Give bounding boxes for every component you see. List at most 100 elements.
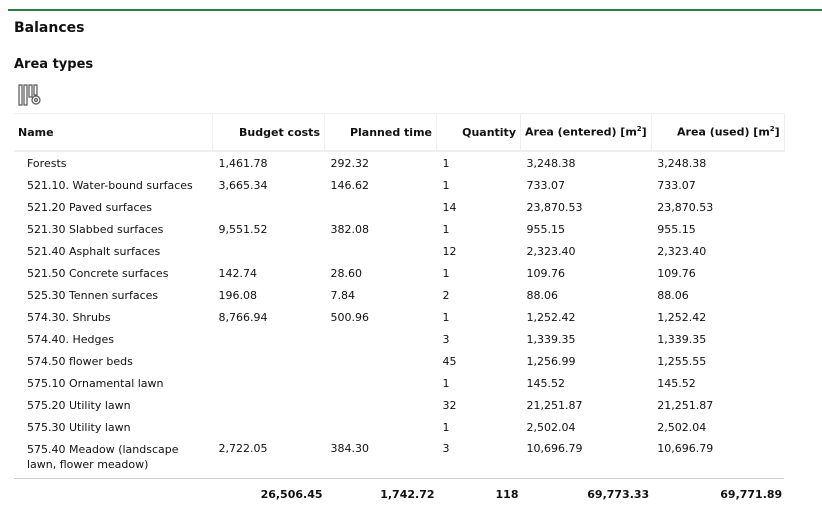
cell-budget: 2,722.05 [213, 438, 325, 479]
cell-used: 10,696.79 [651, 438, 784, 479]
top-accent-line [8, 9, 822, 11]
cell-budget: 8,766.94 [213, 306, 325, 328]
cell-used: 21,251.87 [651, 394, 784, 416]
cell-budget [213, 196, 325, 218]
cell-qty: 1 [437, 306, 521, 328]
totals-row: 26,506.45 1,742.72 118 69,773.33 69,771.… [14, 479, 784, 509]
cell-used: 1,252.42 [651, 306, 784, 328]
section-title: Area types [14, 57, 93, 72]
cell-used: 88.06 [651, 284, 784, 306]
page-title: Balances [14, 20, 84, 36]
cell-entered: 1,256.99 [521, 350, 652, 372]
cell-entered: 10,696.79 [521, 438, 652, 479]
cell-name: 575.40 Meadow (landscape lawn, flower me… [14, 438, 213, 479]
table-row[interactable]: 575.40 Meadow (landscape lawn, flower me… [14, 438, 784, 479]
total-planned: 1,742.72 [325, 479, 437, 509]
cell-qty: 1 [437, 416, 521, 438]
cell-entered: 2,502.04 [521, 416, 652, 438]
cell-used: 1,339.35 [651, 328, 784, 350]
cell-budget: 196.08 [213, 284, 325, 306]
cell-entered: 1,252.42 [521, 306, 652, 328]
cell-budget: 142.74 [213, 262, 325, 284]
cell-entered: 23,870.53 [521, 196, 652, 218]
cell-name: 521.10. Water-bound surfaces [14, 174, 213, 196]
cell-name: 521.30 Slabbed surfaces [14, 218, 213, 240]
cell-used: 109.76 [651, 262, 784, 284]
cell-qty: 32 [437, 394, 521, 416]
cell-budget [213, 240, 325, 262]
table-header: Name Budget costs Planned time Quantity … [14, 114, 784, 152]
cell-qty: 3 [437, 438, 521, 479]
cell-qty: 45 [437, 350, 521, 372]
cell-used: 1,255.55 [651, 350, 784, 372]
total-area-used: 69,771.89 [651, 479, 784, 509]
cell-planned [325, 372, 437, 394]
header-name[interactable]: Name [14, 114, 213, 152]
cell-used: 2,323.40 [651, 240, 784, 262]
cell-used: 145.52 [651, 372, 784, 394]
cell-qty: 12 [437, 240, 521, 262]
cell-planned [325, 240, 437, 262]
cell-qty: 1 [437, 151, 521, 174]
cell-qty: 1 [437, 372, 521, 394]
cell-budget [213, 416, 325, 438]
cell-entered: 1,339.35 [521, 328, 652, 350]
cell-entered: 3,248.38 [521, 151, 652, 174]
cell-planned: 146.62 [325, 174, 437, 196]
cell-used: 23,870.53 [651, 196, 784, 218]
cell-used: 2,502.04 [651, 416, 784, 438]
cell-entered: 2,323.40 [521, 240, 652, 262]
cell-planned: 384.30 [325, 438, 437, 479]
cell-used: 955.15 [651, 218, 784, 240]
cell-entered: 733.07 [521, 174, 652, 196]
cell-name: 574.30. Shrubs [14, 306, 213, 328]
cell-planned [325, 394, 437, 416]
cell-qty: 14 [437, 196, 521, 218]
cell-name: 521.50 Concrete surfaces [14, 262, 213, 284]
cell-planned: 500.96 [325, 306, 437, 328]
cell-name: 575.20 Utility lawn [14, 394, 213, 416]
cell-planned [325, 328, 437, 350]
cell-name: 574.40. Hedges [14, 328, 213, 350]
cell-qty: 3 [437, 328, 521, 350]
header-area-used[interactable]: Area (used) [m2] [651, 114, 784, 152]
header-area-entered[interactable]: Area (entered) [m2] [521, 114, 652, 152]
header-quantity[interactable]: Quantity [437, 114, 521, 152]
cell-planned: 292.32 [325, 151, 437, 174]
cell-name: 575.30 Utility lawn [14, 416, 213, 438]
cell-budget [213, 372, 325, 394]
cell-budget [213, 328, 325, 350]
cell-entered: 955.15 [521, 218, 652, 240]
header-planned-time[interactable]: Planned time [325, 114, 437, 152]
cell-name: 521.20 Paved surfaces [14, 196, 213, 218]
cell-name: 525.30 Tennen surfaces [14, 284, 213, 306]
total-quantity: 118 [437, 479, 521, 509]
cell-planned: 28.60 [325, 262, 437, 284]
column-settings-icon[interactable] [18, 83, 44, 107]
cell-budget [213, 394, 325, 416]
cell-planned [325, 416, 437, 438]
cell-name: 575.10 Ornamental lawn [14, 372, 213, 394]
cell-used: 733.07 [651, 174, 784, 196]
cell-planned [325, 196, 437, 218]
header-budget-costs[interactable]: Budget costs [213, 114, 325, 152]
cell-budget [213, 350, 325, 372]
cell-entered: 21,251.87 [521, 394, 652, 416]
total-area-entered: 69,773.33 [521, 479, 652, 509]
cell-planned [325, 350, 437, 372]
cell-planned: 7.84 [325, 284, 437, 306]
area-types-table: Name Budget costs Planned time Quantity … [14, 113, 785, 509]
